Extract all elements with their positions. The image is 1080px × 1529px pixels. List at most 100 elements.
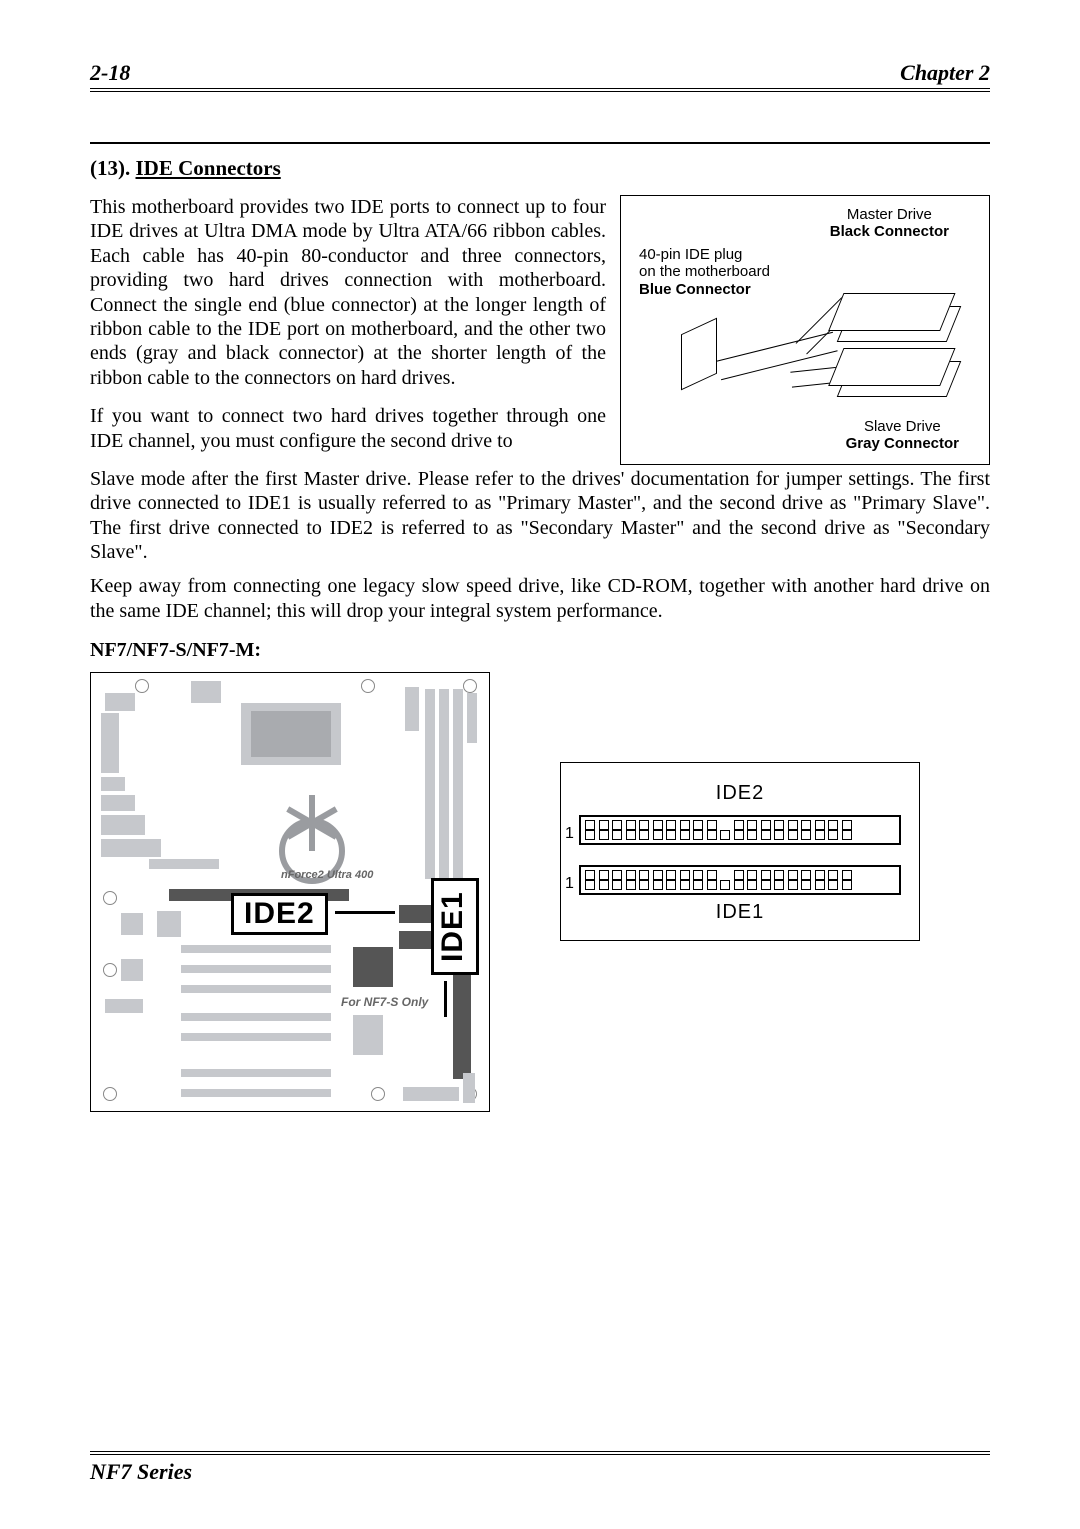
io-port <box>101 713 119 773</box>
pin-square <box>653 880 663 890</box>
io-port <box>101 839 161 857</box>
pin-square <box>842 870 852 880</box>
pci-slot <box>181 1069 331 1077</box>
ide1-header-block: 1 <box>579 865 901 895</box>
drive-slave-shape <box>837 361 962 397</box>
pin-square <box>828 820 838 830</box>
callout-ide1: IDE1 <box>431 879 479 976</box>
pin-square <box>612 820 622 830</box>
pin-square <box>842 820 852 830</box>
pin-square <box>599 870 609 880</box>
pci-slot <box>181 1033 331 1041</box>
pin-square <box>612 870 622 880</box>
cpu-socket-inner <box>251 711 331 757</box>
southbridge <box>353 947 393 987</box>
section-title: (13). IDE Connectors <box>90 156 990 181</box>
pin-square <box>842 830 852 840</box>
pci-slot <box>181 965 331 973</box>
mount-hole <box>361 679 375 693</box>
section-name: IDE Connectors <box>136 156 281 180</box>
pin-square <box>666 830 676 840</box>
pin-square <box>761 880 771 890</box>
pin-square <box>666 880 676 890</box>
drive-master-shape <box>837 306 962 342</box>
mount-hole <box>371 1087 385 1101</box>
atx-power <box>405 687 419 731</box>
nforce-label: nForce2 Ultra 400 <box>281 869 373 881</box>
label-master: Master Drive Black Connector <box>830 206 949 241</box>
mount-hole <box>463 679 477 693</box>
pin-square <box>680 870 690 880</box>
pin-square <box>707 830 717 840</box>
pin-square <box>693 870 703 880</box>
pin-square <box>828 830 838 840</box>
pin-square <box>815 820 825 830</box>
pin-square <box>693 820 703 830</box>
pin-square <box>774 830 784 840</box>
io-port <box>101 777 125 791</box>
pin-square <box>639 820 649 830</box>
nf7s-only-label: For NF7-S Only <box>341 995 428 1009</box>
io-port <box>101 815 145 835</box>
pin-square <box>788 880 798 890</box>
pin-square <box>788 870 798 880</box>
label-slave-line2: Gray Connector <box>846 435 959 452</box>
pin-square <box>626 880 636 890</box>
pin-square <box>801 820 811 830</box>
pin-square <box>720 880 730 890</box>
pin-square <box>788 830 798 840</box>
pinout-diagram: IDE2 1 1 IDE1 <box>560 762 920 941</box>
pin-square <box>815 830 825 840</box>
callout-arrow <box>335 911 395 914</box>
mount-hole <box>103 891 117 905</box>
pin-square <box>761 870 771 880</box>
mobo-chip <box>105 999 143 1013</box>
pin-square <box>626 870 636 880</box>
mobo-component <box>191 681 221 703</box>
models-label: NF7/NF7-S/NF7-M: <box>90 639 990 662</box>
mobo-component <box>467 693 477 743</box>
pin-square <box>815 880 825 890</box>
paragraph-4: Keep away from connecting one legacy slo… <box>90 574 990 623</box>
label-slave: Slave Drive Gray Connector <box>846 418 959 453</box>
label-slave-line1: Slave Drive <box>846 418 959 435</box>
mount-hole <box>103 1087 117 1101</box>
pinout-label-ide2: IDE2 <box>579 782 901 805</box>
pin1-label: 1 <box>565 825 574 843</box>
paragraph-2: If you want to connect two hard drives t… <box>90 404 606 453</box>
callout-ide2: IDE2 <box>231 893 328 935</box>
pin-square <box>761 830 771 840</box>
mount-hole <box>103 963 117 977</box>
pin-square <box>761 820 771 830</box>
mobo-component <box>463 1073 475 1103</box>
pin-square <box>747 830 757 840</box>
pin-square <box>639 880 649 890</box>
pin-square <box>599 830 609 840</box>
dimm-slot <box>425 689 435 879</box>
pin-square <box>626 820 636 830</box>
dimm-slot <box>439 689 449 879</box>
dimm-slot <box>453 689 463 879</box>
pin-square <box>801 830 811 840</box>
section-number: (13). <box>90 156 130 180</box>
pin-square <box>680 830 690 840</box>
pin-square <box>801 880 811 890</box>
pin-square <box>720 830 730 840</box>
pin-square <box>707 880 717 890</box>
pinout-label-ide1: IDE1 <box>579 901 901 924</box>
pin-square <box>585 830 595 840</box>
page-header: 2-18 Chapter 2 <box>90 60 990 92</box>
mobo-chip <box>121 913 143 935</box>
label-blue-line1: 40-pin IDE plug <box>639 246 770 263</box>
paragraph-3: Slave mode after the first Master drive.… <box>90 467 990 565</box>
pin-square <box>612 830 622 840</box>
ide1-pins <box>579 865 901 895</box>
pin-square <box>774 870 784 880</box>
pin-square <box>828 870 838 880</box>
pin-square <box>585 870 595 880</box>
pin-square <box>639 870 649 880</box>
pci-slot <box>181 1089 331 1097</box>
label-blue-line3: Blue Connector <box>639 281 770 298</box>
intro-block: This motherboard provides two IDE ports … <box>90 195 990 467</box>
pin-square <box>653 820 663 830</box>
